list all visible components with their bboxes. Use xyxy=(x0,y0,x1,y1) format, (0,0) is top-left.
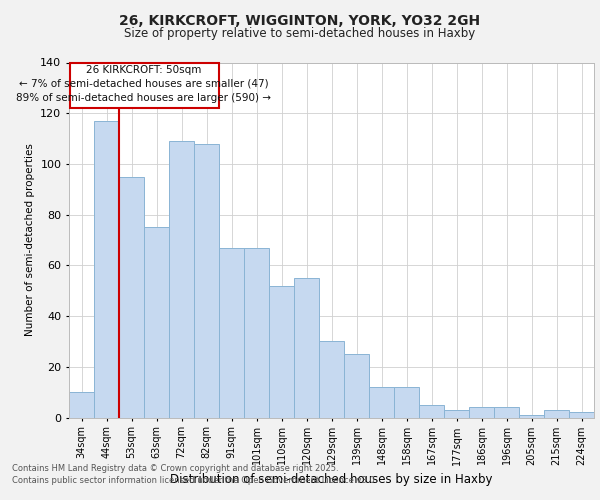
Text: 89% of semi-detached houses are larger (590) →: 89% of semi-detached houses are larger (… xyxy=(17,93,271,103)
Bar xyxy=(494,408,519,418)
X-axis label: Distribution of semi-detached houses by size in Haxby: Distribution of semi-detached houses by … xyxy=(170,473,493,486)
Bar xyxy=(469,408,494,418)
Bar xyxy=(319,342,344,417)
Text: 26, KIRKCROFT, WIGGINTON, YORK, YO32 2GH: 26, KIRKCROFT, WIGGINTON, YORK, YO32 2GH xyxy=(119,14,481,28)
Bar xyxy=(169,141,194,417)
Bar xyxy=(344,354,369,418)
Bar xyxy=(419,405,444,417)
Text: 26 KIRKCROFT: 50sqm: 26 KIRKCROFT: 50sqm xyxy=(86,65,202,75)
Bar xyxy=(544,410,569,418)
Bar xyxy=(269,286,294,418)
Bar xyxy=(119,176,144,418)
Bar xyxy=(394,387,419,418)
Text: Contains public sector information licensed under the Open Government Licence v3: Contains public sector information licen… xyxy=(12,476,377,485)
Y-axis label: Number of semi-detached properties: Number of semi-detached properties xyxy=(25,144,35,336)
Bar xyxy=(144,228,169,418)
Bar xyxy=(194,144,219,418)
Text: Size of property relative to semi-detached houses in Haxby: Size of property relative to semi-detach… xyxy=(124,28,476,40)
Bar xyxy=(244,248,269,418)
Bar xyxy=(219,248,244,418)
Bar xyxy=(70,62,218,108)
Bar xyxy=(444,410,469,418)
Bar xyxy=(369,387,394,418)
Bar xyxy=(519,415,544,418)
Bar xyxy=(569,412,594,418)
Bar xyxy=(69,392,94,417)
Bar xyxy=(94,121,119,418)
Bar xyxy=(294,278,319,417)
Text: Contains HM Land Registry data © Crown copyright and database right 2025.: Contains HM Land Registry data © Crown c… xyxy=(12,464,338,473)
Text: ← 7% of semi-detached houses are smaller (47): ← 7% of semi-detached houses are smaller… xyxy=(19,79,269,89)
